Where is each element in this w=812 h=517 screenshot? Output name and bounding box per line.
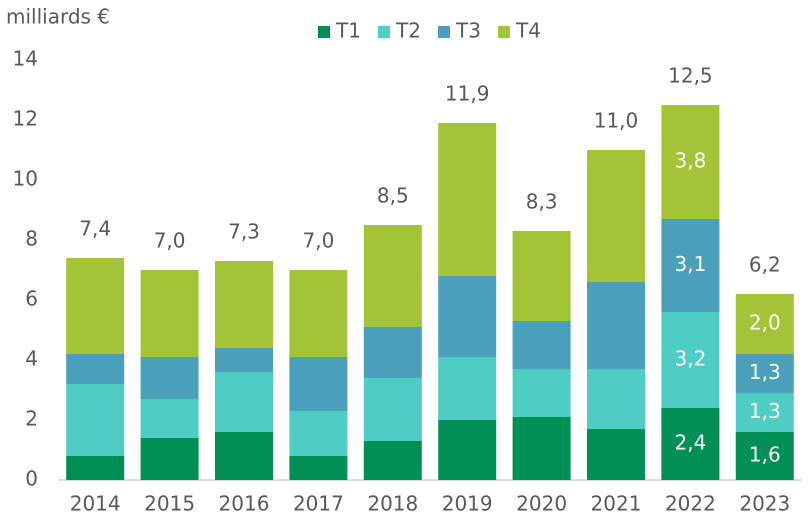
x-tick-label: 2022 [665, 492, 716, 516]
bar-segment [661, 408, 720, 480]
bar-segment [438, 123, 497, 276]
value-label: 1,3 [749, 360, 781, 384]
y-tick-label: 8 [25, 227, 38, 251]
bar-segment [661, 219, 720, 312]
y-tick-label: 2 [25, 407, 38, 431]
x-tick-label: 2015 [144, 492, 195, 516]
x-tick-label: 2018 [367, 492, 418, 516]
value-label: 3,2 [674, 347, 706, 371]
legend-label: T4 [515, 19, 541, 43]
legend-label: T1 [335, 19, 361, 43]
bar-segment [512, 321, 571, 369]
bar-segment [289, 270, 348, 357]
y-tick-label: 6 [25, 287, 38, 311]
legend-label: T2 [395, 19, 421, 43]
bar-segment [735, 354, 794, 393]
bar-segment [661, 105, 720, 219]
bar-segment [587, 282, 645, 369]
bar-segment [735, 393, 794, 432]
bar-segment [512, 231, 571, 321]
bar-segment [289, 456, 348, 480]
bar-segment [140, 438, 199, 480]
bar-segment [438, 276, 497, 357]
y-tick-label: 12 [13, 107, 38, 131]
bar-segment [66, 456, 125, 480]
value-label: 3,8 [674, 149, 706, 173]
total-label: 7,3 [228, 220, 260, 244]
total-label: 8,3 [526, 190, 558, 214]
bar-segment [289, 357, 348, 411]
legend-label: T3 [455, 19, 481, 43]
bar-segment [438, 357, 497, 420]
value-label: 1,3 [749, 399, 781, 423]
legend-swatch [498, 26, 510, 38]
y-tick-label: 0 [25, 467, 38, 491]
total-label: 8,5 [377, 184, 409, 208]
bar-segment [587, 369, 645, 429]
total-label: 6,2 [749, 253, 781, 277]
bar-segment [438, 420, 497, 480]
y-axis-label: milliards € [6, 5, 110, 29]
bar-segment [363, 441, 422, 480]
bar-segment [512, 417, 571, 480]
total-label: 12,5 [668, 64, 713, 88]
bar-segment [66, 384, 125, 456]
bar-segment [215, 348, 273, 372]
y-tick-label: 10 [13, 167, 38, 191]
legend-swatch [438, 26, 450, 38]
value-label: 2,0 [749, 311, 781, 335]
bar-segment [587, 429, 645, 480]
total-label: 11,9 [445, 82, 490, 106]
total-label: 7,0 [302, 229, 334, 253]
bar-segment [587, 150, 645, 282]
total-label: 7,0 [154, 229, 186, 253]
bar-segment [215, 372, 273, 432]
x-tick-label: 2021 [591, 492, 642, 516]
bar-segment [66, 258, 125, 354]
bar-segment [66, 354, 125, 384]
total-label: 11,0 [594, 109, 639, 133]
x-tick-label: 2017 [293, 492, 344, 516]
bar-segment [289, 411, 348, 456]
value-label: 2,4 [674, 431, 706, 455]
x-tick-label: 2020 [516, 492, 567, 516]
value-label: 3,1 [674, 252, 706, 276]
x-tick-label: 2014 [70, 492, 121, 516]
bar-segment [512, 369, 571, 417]
x-tick-label: 2016 [219, 492, 270, 516]
bar-segment [363, 327, 422, 378]
legend-swatch [318, 26, 330, 38]
bar-segment [363, 378, 422, 441]
bar-segment [363, 225, 422, 327]
bar-segment [735, 294, 794, 354]
bar-segment [140, 270, 199, 357]
bar-segment [735, 432, 794, 480]
bar-segment [661, 312, 720, 408]
bar-segment [215, 261, 273, 348]
bar-segment [140, 357, 199, 399]
total-label: 7,4 [79, 217, 111, 241]
y-tick-label: 4 [25, 347, 38, 371]
bar-segment [140, 399, 199, 438]
bar-segment [215, 432, 273, 480]
y-tick-label: 14 [13, 47, 38, 71]
x-tick-label: 2019 [442, 492, 493, 516]
value-label: 1,6 [749, 443, 781, 467]
x-tick-label: 2023 [739, 492, 790, 516]
legend-swatch [378, 26, 390, 38]
